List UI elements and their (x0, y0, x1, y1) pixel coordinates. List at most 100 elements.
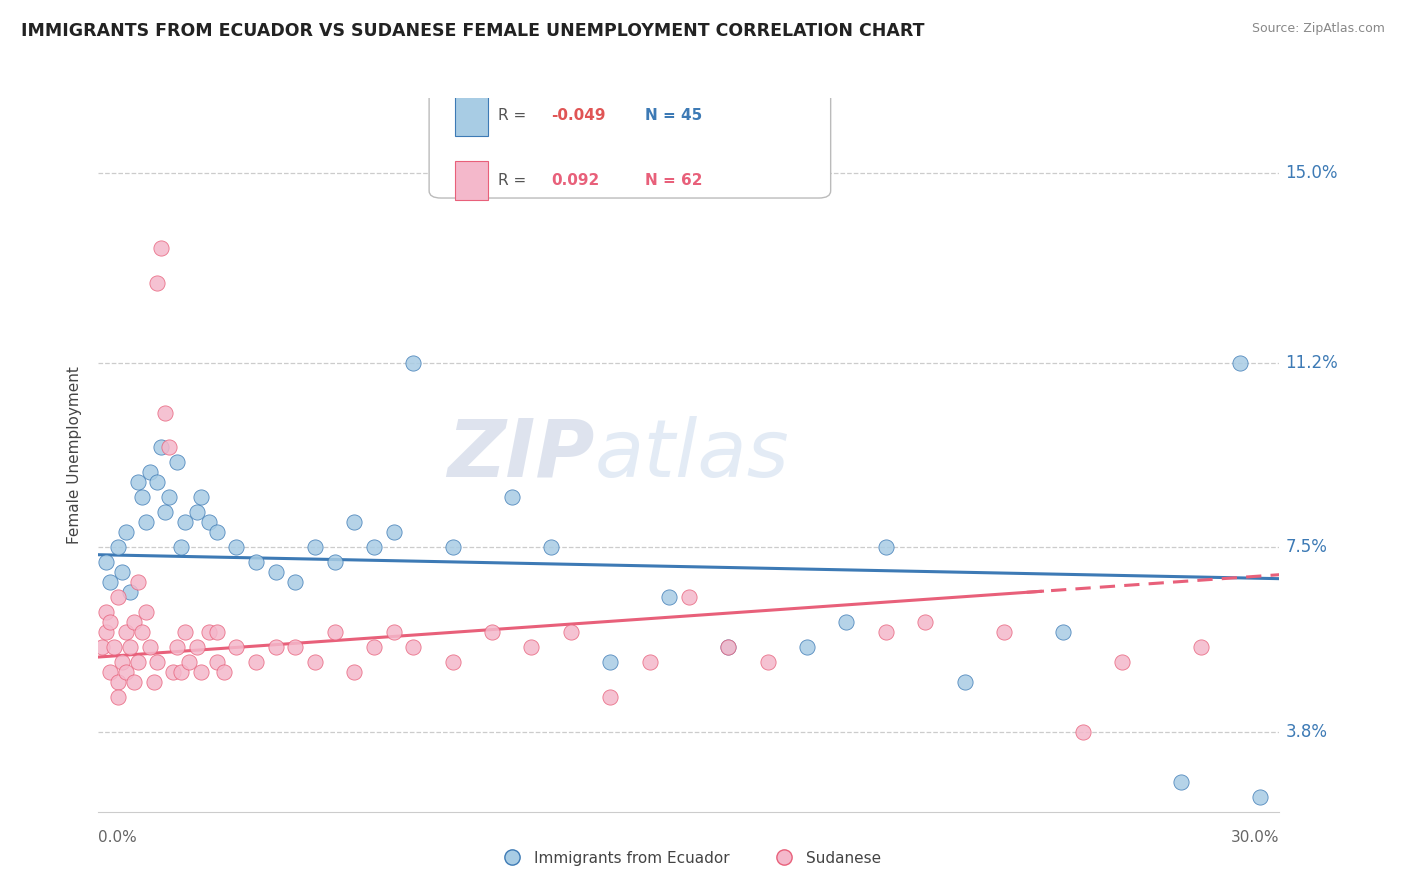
Point (1249, 789, 1271, 804)
Point (107, 590, 129, 604)
Point (599, 690, 621, 704)
Point (382, 525, 405, 540)
Point (170, 540, 193, 554)
Point (875, 540, 897, 554)
Text: 0.092: 0.092 (551, 173, 599, 187)
Point (111, 655, 134, 669)
Point (111, 565, 134, 579)
Point (155, 505, 177, 519)
Point (756, 655, 779, 669)
Point (127, 475, 149, 490)
Point (993, 625, 1015, 640)
Point (135, 516, 157, 530)
Point (1071, 724, 1094, 739)
Point (264, 640, 287, 654)
Point (1189, 640, 1212, 654)
Point (98, 575, 121, 590)
Point (96, 625, 118, 640)
Point (245, 555, 267, 569)
Point (186, 505, 208, 519)
Point (382, 625, 405, 640)
Point (835, 615, 858, 629)
Y-axis label: Female Unemployment: Female Unemployment (67, 366, 83, 544)
Point (225, 640, 247, 654)
Point (304, 655, 326, 669)
Point (177, 655, 200, 669)
Point (122, 675, 145, 690)
Point (1229, 356, 1251, 370)
Point (118, 585, 141, 599)
Point (118, 640, 141, 654)
Point (501, 491, 523, 505)
Point (131, 491, 153, 505)
Text: R =: R = (498, 173, 530, 187)
Point (1111, 655, 1133, 669)
Point (122, 615, 145, 629)
Point (96, 555, 118, 569)
Text: 11.2%: 11.2% (1285, 353, 1339, 372)
FancyBboxPatch shape (429, 84, 831, 198)
Point (166, 640, 188, 654)
Point (115, 625, 138, 640)
Point (186, 640, 208, 654)
Point (138, 466, 160, 480)
Point (363, 540, 385, 554)
Text: -0.049: -0.049 (551, 109, 605, 123)
Point (107, 690, 129, 704)
Point (155, 405, 177, 419)
Point (284, 640, 307, 654)
Point (264, 565, 287, 579)
Point (96, 605, 118, 619)
Point (174, 516, 197, 530)
Point (953, 675, 976, 690)
Point (323, 555, 346, 569)
Text: Source: ZipAtlas.com: Source: ZipAtlas.com (1251, 22, 1385, 36)
Point (717, 640, 740, 654)
Point (599, 655, 621, 669)
Point (402, 640, 425, 654)
Point (91, 640, 114, 654)
Point (304, 540, 326, 554)
Text: ZIP: ZIP (447, 416, 595, 494)
Text: 7.5%: 7.5% (1285, 538, 1327, 557)
Text: IMMIGRANTS FROM ECUADOR VS SUDANESE FEMALE UNEMPLOYMENT CORRELATION CHART: IMMIGRANTS FROM ECUADOR VS SUDANESE FEMA… (21, 22, 925, 40)
Point (1052, 625, 1074, 640)
Text: 3.8%: 3.8% (1285, 723, 1327, 741)
Text: 15.0%: 15.0% (1285, 164, 1339, 182)
Point (135, 605, 157, 619)
Bar (456, 96, 488, 136)
Text: 30.0%: 30.0% (1232, 830, 1279, 845)
Point (107, 675, 129, 690)
Text: N = 45: N = 45 (645, 109, 703, 123)
Point (638, 655, 661, 669)
Point (205, 525, 228, 540)
Point (481, 625, 503, 640)
Point (402, 356, 425, 370)
Point (197, 625, 219, 640)
Point (146, 655, 169, 669)
Point (157, 491, 180, 505)
Point (127, 575, 149, 590)
Point (560, 625, 582, 640)
Point (190, 665, 212, 679)
Point (146, 276, 169, 290)
Point (131, 625, 153, 640)
Point (323, 625, 346, 640)
Text: atlas: atlas (595, 416, 789, 494)
Point (205, 625, 228, 640)
Point (174, 625, 197, 640)
Point (197, 516, 219, 530)
Point (658, 590, 681, 604)
Point (1170, 774, 1192, 789)
Point (190, 491, 212, 505)
Point (205, 655, 228, 669)
Point (441, 655, 464, 669)
Point (150, 441, 173, 455)
Point (98, 665, 121, 679)
Point (115, 525, 138, 540)
Point (441, 540, 464, 554)
Point (796, 640, 818, 654)
Point (284, 575, 307, 590)
Point (138, 640, 160, 654)
Point (142, 675, 165, 690)
